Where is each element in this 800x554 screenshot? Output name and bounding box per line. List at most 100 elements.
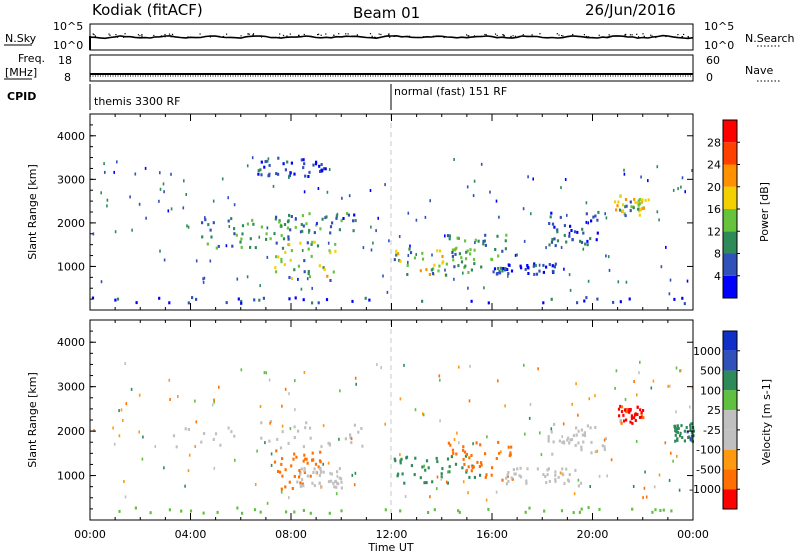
sparse-echo-cell bbox=[523, 239, 526, 243]
echo-cell bbox=[478, 465, 481, 468]
velocity-colorbar: 1000 500 100 25 -25 -100 -500 -1000 bbox=[689, 330, 740, 510]
freq-panel-frame bbox=[89, 54, 694, 82]
echo-cell bbox=[514, 472, 517, 476]
echo-cell bbox=[315, 160, 318, 164]
sparse-echo-cell bbox=[194, 445, 196, 448]
echo-cell bbox=[335, 216, 338, 220]
sparse-echo-cell bbox=[670, 451, 672, 455]
sparse-echo-cell bbox=[221, 177, 224, 181]
echo-cell bbox=[497, 440, 500, 444]
echo-cell bbox=[482, 242, 485, 246]
echo-cell bbox=[577, 441, 580, 445]
echo-cell bbox=[399, 509, 402, 513]
sparse-echo-cell bbox=[439, 419, 441, 423]
noise-search-point bbox=[636, 33, 638, 35]
echo-cell bbox=[586, 424, 589, 428]
echo-cell bbox=[408, 247, 411, 251]
echo-cell bbox=[562, 440, 565, 444]
echo-cell bbox=[674, 439, 677, 443]
sparse-echo-cell bbox=[382, 274, 384, 278]
echo-cell bbox=[566, 438, 569, 442]
echo-cell bbox=[507, 479, 510, 483]
echo-cell bbox=[595, 238, 598, 242]
echo-cell bbox=[307, 270, 310, 273]
echo-cell bbox=[640, 411, 643, 415]
echo-cell bbox=[257, 172, 260, 176]
echo-cell bbox=[331, 221, 334, 225]
power-colorbar-tick-label: 16 bbox=[707, 203, 721, 216]
echo-cell bbox=[275, 270, 278, 274]
echo-cell bbox=[393, 258, 396, 262]
echo-cell bbox=[504, 239, 507, 243]
sparse-echo-cell bbox=[594, 394, 596, 398]
echo-cell bbox=[628, 297, 631, 301]
velocity-colorbar-segment bbox=[723, 489, 737, 509]
echo-cell bbox=[184, 427, 187, 431]
sparse-echo-cell bbox=[545, 246, 547, 250]
noise-search-point bbox=[531, 34, 533, 36]
sparse-echo-cell bbox=[522, 207, 525, 211]
sparse-echo-cell bbox=[422, 413, 425, 417]
sparse-echo-cell bbox=[112, 426, 114, 430]
sparse-echo-cell bbox=[372, 241, 374, 245]
sparse-echo-cell bbox=[335, 492, 338, 496]
echo-cell bbox=[395, 249, 398, 253]
echo-cell bbox=[556, 228, 559, 232]
sparse-echo-cell bbox=[438, 374, 441, 378]
echo-cell bbox=[687, 436, 690, 439]
echo-cell bbox=[508, 454, 511, 458]
sparse-echo-cell bbox=[453, 438, 456, 441]
echo-cell bbox=[473, 475, 476, 479]
echo-cell bbox=[596, 218, 599, 222]
sparse-echo-cell bbox=[495, 490, 498, 494]
sparse-echo-cell bbox=[614, 386, 616, 390]
velocity-colorbar-segment bbox=[723, 370, 737, 391]
echo-cell bbox=[629, 209, 632, 213]
sparse-echo-cell bbox=[625, 280, 628, 284]
echo-cell bbox=[476, 460, 479, 464]
sparse-echo-cell bbox=[184, 484, 186, 488]
noise-search-point bbox=[467, 35, 469, 37]
echo-cell bbox=[574, 444, 577, 447]
noise-search-point bbox=[172, 36, 174, 38]
noise-search-point bbox=[141, 34, 143, 36]
echo-cell bbox=[624, 214, 627, 218]
echo-cell bbox=[633, 413, 637, 417]
echo-cell bbox=[413, 256, 417, 260]
noise-panel: N.Sky 10^5 10^0 10^5 10^0 N.Search bbox=[4, 20, 795, 52]
echo-cell bbox=[456, 236, 459, 240]
echo-cell bbox=[577, 429, 580, 433]
echo-cell bbox=[384, 508, 387, 512]
sparse-echo-cell bbox=[213, 400, 215, 404]
echo-cell bbox=[579, 239, 582, 243]
echo-cell bbox=[172, 434, 176, 438]
sparse-echo-cell bbox=[388, 239, 390, 243]
echo-cell bbox=[288, 213, 291, 217]
echo-cell bbox=[639, 408, 642, 412]
echo-cell bbox=[249, 237, 252, 241]
echo-cell bbox=[553, 237, 556, 241]
echo-cell bbox=[316, 244, 320, 248]
echo-cell bbox=[116, 297, 120, 301]
echo-cell bbox=[217, 244, 220, 248]
sparse-echo-cell bbox=[485, 498, 488, 502]
power-echoes bbox=[91, 156, 693, 306]
echo-cell bbox=[594, 450, 597, 454]
echo-cell bbox=[286, 226, 289, 230]
echo-cell bbox=[277, 470, 280, 473]
echo-cell bbox=[498, 451, 501, 455]
echo-cell bbox=[493, 267, 497, 271]
noise-search-point bbox=[484, 33, 486, 36]
time-axis-title: Time UT bbox=[367, 541, 413, 554]
time-tick-label: 00:00 bbox=[74, 528, 106, 541]
echo-cell bbox=[308, 170, 311, 174]
echo-cell bbox=[563, 482, 566, 486]
echo-cell bbox=[289, 228, 292, 232]
sparse-echo-cell bbox=[369, 189, 372, 192]
echo-cell bbox=[563, 224, 566, 228]
sparse-echo-cell bbox=[650, 386, 653, 390]
echo-cell bbox=[470, 299, 473, 303]
noise-search-point bbox=[109, 34, 111, 36]
echo-cell bbox=[259, 510, 262, 514]
echo-cell bbox=[528, 506, 531, 510]
